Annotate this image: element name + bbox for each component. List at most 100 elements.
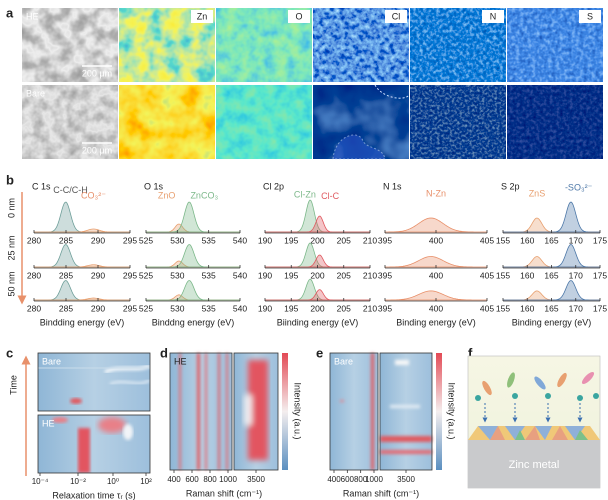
xps-peak xyxy=(503,201,600,233)
cation xyxy=(577,395,583,401)
xps-peak xyxy=(503,244,600,268)
xps-peak xyxy=(34,201,130,233)
tick-label: 530 xyxy=(170,235,184,245)
xps-title: O 1s xyxy=(144,181,164,191)
tick-label: 160 xyxy=(520,235,534,245)
tick-label: 280 xyxy=(27,303,41,313)
band xyxy=(244,395,252,425)
sei-grain xyxy=(478,426,585,440)
tick-label: 155 xyxy=(496,235,510,245)
tick-label: 155 xyxy=(496,270,510,280)
e-label: Bare xyxy=(334,356,353,366)
tick-label: 800 xyxy=(203,475,217,484)
peak-label: -SO₃²⁻ xyxy=(565,182,593,192)
band xyxy=(380,450,432,454)
tick-label: 400 xyxy=(429,270,443,280)
map-streak xyxy=(104,364,150,374)
tick-label: 165 xyxy=(544,235,558,245)
tick-label: 405 xyxy=(480,303,494,313)
eds-map xyxy=(216,85,312,159)
tick-label: 525 xyxy=(139,235,153,245)
peak-label: C-C/C-H xyxy=(53,185,88,195)
c-ylabel: Time xyxy=(8,375,18,395)
tick-label: 285 xyxy=(59,235,73,245)
xps-xlabel: Binding energy (eV) xyxy=(512,317,592,327)
depth-label: 0 nm xyxy=(6,198,16,218)
band xyxy=(390,405,420,408)
xps-peak xyxy=(384,256,487,268)
tick-label: 160 xyxy=(520,303,534,313)
xps-peak xyxy=(146,280,240,301)
band xyxy=(205,353,207,470)
tick-label: 600 xyxy=(185,475,199,484)
tick-label: 3500 xyxy=(397,475,415,484)
raman-bands xyxy=(244,360,268,460)
tick-label: 190 xyxy=(258,235,272,245)
tick-label: 400 xyxy=(429,303,443,313)
cbar-label: Intensity (a.u.) xyxy=(447,382,457,439)
xps-title: Cl 2p xyxy=(263,181,284,191)
tick-label: 175 xyxy=(593,235,607,245)
tick-label: 190 xyxy=(258,303,272,313)
xps-peak xyxy=(34,264,130,268)
element-tag xyxy=(579,10,601,23)
band xyxy=(395,360,409,365)
eds-map xyxy=(507,85,603,159)
element-label: N xyxy=(490,11,497,21)
map-bg xyxy=(38,415,150,473)
tick-label: 525 xyxy=(139,303,153,313)
drt-map-he xyxy=(38,415,150,473)
cbar-label: Intensity (a.u.) xyxy=(293,382,303,439)
xps-xlabel: Biinding energy (eV) xyxy=(277,317,359,327)
element-tag xyxy=(482,10,504,23)
frame xyxy=(329,352,379,471)
tick-label: 395 xyxy=(378,303,392,313)
tick-label: 525 xyxy=(139,270,153,280)
tick-label: 170 xyxy=(569,235,583,245)
peak-label: Cl-C xyxy=(321,191,339,201)
tick-label: 530 xyxy=(170,303,184,313)
band xyxy=(197,353,200,470)
tick-label: 295 xyxy=(123,235,137,245)
drt-map-bare xyxy=(38,353,150,411)
eds-map xyxy=(410,85,506,159)
anion xyxy=(581,371,595,385)
tick-label: 540 xyxy=(233,303,247,313)
xps-peak xyxy=(384,217,487,233)
tick-label: 405 xyxy=(480,270,494,280)
tick-label: 1000 xyxy=(365,475,383,484)
tick-label: 530 xyxy=(170,270,184,280)
tick-label: 395 xyxy=(378,235,392,245)
cation xyxy=(512,393,518,399)
xps-peak xyxy=(265,289,370,301)
depth-label: 50 nm xyxy=(6,271,16,296)
tick-label: 165 xyxy=(544,270,558,280)
frame xyxy=(37,414,151,474)
tick-label: 165 xyxy=(544,303,558,313)
scale-bar-label: 200 μm xyxy=(82,145,112,155)
peak-label: ZnO xyxy=(158,190,176,200)
c-row-label: HE xyxy=(42,418,55,428)
tick-label: 535 xyxy=(202,270,216,280)
xps-peak xyxy=(503,217,600,233)
region-outline xyxy=(374,84,410,99)
tick-label: 295 xyxy=(123,303,137,313)
peak-label: N-Zn xyxy=(426,188,446,198)
tick-label: 210 xyxy=(363,303,377,313)
band xyxy=(226,353,228,470)
xps-peak xyxy=(34,297,130,301)
band xyxy=(248,360,268,460)
panel-letter: c xyxy=(6,345,13,360)
scale-bar-label: 200 μm xyxy=(82,68,112,78)
xps-peak xyxy=(265,215,370,233)
sem-image xyxy=(22,85,118,159)
sei-grain xyxy=(515,430,588,440)
xps-xlabel: Binddng energy (eV) xyxy=(152,317,235,327)
tick-label: 195 xyxy=(284,270,298,280)
peak-label: Cl-Zn xyxy=(294,190,316,200)
tick-label: 290 xyxy=(91,235,105,245)
colorbar xyxy=(282,353,288,470)
tick-label: 205 xyxy=(337,235,351,245)
panel-letter: e xyxy=(316,345,323,360)
